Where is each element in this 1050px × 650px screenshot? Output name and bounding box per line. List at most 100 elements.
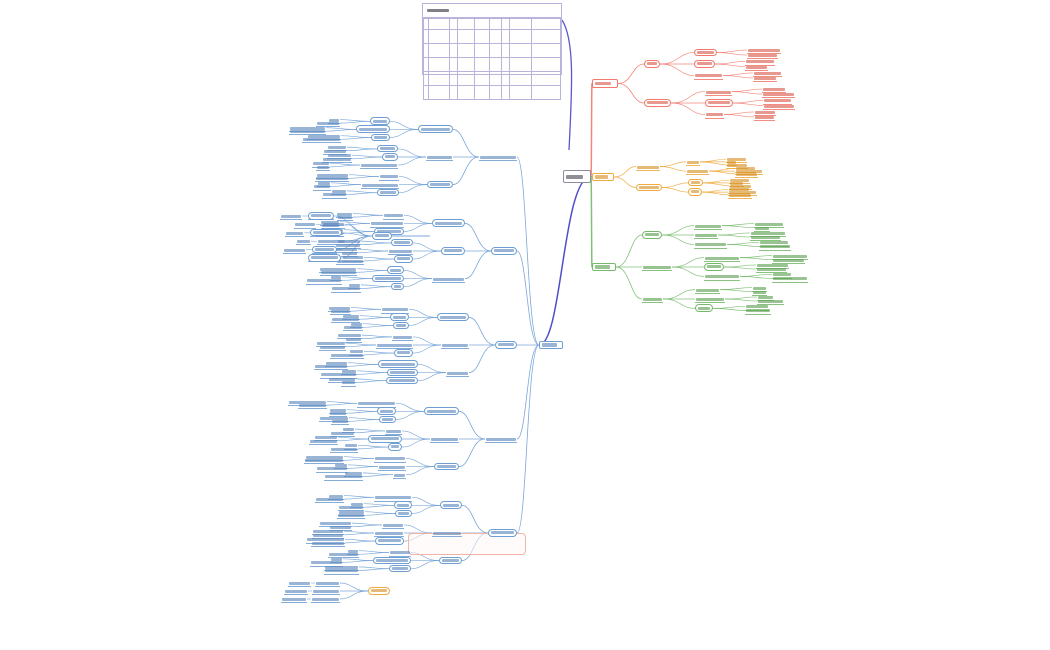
mindmap-node[interactable] (308, 212, 335, 220)
mindmap-node[interactable] (382, 153, 398, 161)
mindmap-node[interactable] (317, 237, 346, 244)
mindmap-node[interactable] (341, 249, 358, 256)
mindmap-node[interactable] (342, 425, 355, 432)
mindmap-node[interactable] (387, 368, 418, 377)
mindmap-node[interactable] (330, 429, 355, 436)
mindmap-node[interactable] (686, 158, 700, 165)
mindmap-node[interactable] (306, 276, 342, 283)
mindmap-node[interactable] (644, 99, 671, 107)
mindmap-node[interactable] (330, 445, 358, 452)
mindmap-node[interactable] (378, 360, 418, 368)
mindmap-node[interactable] (289, 127, 326, 134)
mindmap-node[interactable] (284, 587, 308, 594)
mindmap-node[interactable] (745, 302, 769, 309)
mindmap-node[interactable] (772, 256, 805, 263)
mindmap-node[interactable] (754, 220, 784, 227)
mindmap-node[interactable] (379, 172, 399, 179)
mindmap-node[interactable] (377, 188, 399, 197)
mindmap-node[interactable] (385, 427, 402, 434)
mindmap-node[interactable] (322, 155, 352, 162)
mindmap-node[interactable] (281, 595, 307, 602)
mindmap-node[interactable] (331, 315, 360, 322)
mindmap-node[interactable] (371, 133, 390, 141)
mindmap-node[interactable] (329, 523, 352, 530)
mindmap-node[interactable] (330, 351, 364, 358)
mindmap-node[interactable] (762, 85, 786, 92)
mindmap-node[interactable] (686, 167, 709, 174)
mindmap-node[interactable] (324, 566, 359, 573)
mindmap-node[interactable] (642, 295, 663, 302)
mindmap-node[interactable] (312, 531, 344, 538)
mindmap-node[interactable] (726, 155, 747, 162)
mindmap-node[interactable] (329, 409, 347, 416)
branch-green[interactable] (592, 263, 616, 271)
mindmap-node[interactable] (343, 323, 363, 330)
mindmap-node[interactable] (392, 333, 413, 340)
mindmap-node[interactable] (441, 341, 469, 348)
mindmap-node[interactable] (382, 521, 404, 528)
mindmap-node[interactable] (728, 188, 757, 195)
mindmap-node[interactable] (324, 563, 359, 570)
mindmap-node[interactable] (350, 320, 363, 327)
mindmap-node[interactable] (328, 550, 359, 557)
mindmap-node[interactable] (735, 164, 756, 171)
mindmap-node[interactable] (330, 273, 342, 280)
mindmap-node[interactable] (315, 495, 344, 502)
mindmap-node[interactable] (753, 74, 777, 81)
mindmap-node[interactable] (338, 508, 365, 515)
mindmap-node[interactable] (695, 286, 720, 293)
mindmap-node[interactable] (370, 117, 390, 125)
mindmap-node[interactable] (495, 341, 517, 349)
mindmap-node[interactable] (330, 307, 351, 314)
mindmap-node[interactable] (319, 519, 352, 526)
mindmap-node[interactable] (694, 48, 717, 57)
mindmap-node[interactable] (318, 245, 358, 252)
mindmap-node[interactable] (432, 275, 465, 282)
mindmap-node[interactable] (688, 178, 703, 187)
mindmap-node[interactable] (316, 339, 346, 346)
mindmap-node[interactable] (705, 99, 733, 107)
mindmap-node[interactable] (695, 295, 725, 302)
mindmap-node[interactable] (694, 240, 727, 247)
mindmap-node[interactable] (316, 464, 348, 471)
mindmap-node[interactable] (296, 237, 311, 244)
mindmap-node[interactable] (350, 500, 364, 507)
mindmap-node[interactable] (328, 304, 351, 311)
mindmap-node[interactable] (432, 219, 465, 227)
mindmap-node[interactable] (319, 414, 349, 421)
mindmap-node[interactable] (432, 529, 462, 536)
mindmap-node[interactable] (389, 548, 411, 555)
mindmap-node[interactable] (388, 247, 413, 254)
mindmap-node[interactable] (327, 143, 347, 150)
mindmap-node[interactable] (705, 88, 732, 95)
mindmap-node[interactable] (424, 407, 459, 415)
mindmap-node[interactable] (728, 191, 752, 198)
mindmap-node[interactable] (289, 124, 326, 131)
mindmap-node[interactable] (745, 63, 768, 70)
mindmap-node[interactable] (337, 511, 365, 518)
mindmap-node[interactable] (763, 102, 795, 109)
branch-red[interactable] (592, 79, 618, 88)
mindmap-node[interactable] (330, 555, 343, 562)
mindmap-node[interactable] (705, 110, 724, 117)
mindmap-node[interactable] (426, 153, 453, 160)
mindmap-node[interactable] (377, 144, 398, 153)
mindmap-node[interactable] (311, 245, 337, 254)
mindmap-node[interactable] (373, 556, 411, 565)
mindmap-node[interactable] (337, 331, 362, 338)
mindmap-node[interactable] (341, 367, 357, 374)
mindmap-node[interactable] (394, 349, 413, 357)
mindmap-node[interactable] (283, 246, 306, 253)
mindmap-node[interactable] (337, 237, 361, 244)
mindmap-node[interactable] (368, 587, 390, 595)
mindmap-node[interactable] (390, 313, 409, 321)
mindmap-node[interactable] (349, 347, 364, 354)
mindmap-node[interactable] (389, 564, 411, 573)
mindmap-node[interactable] (344, 441, 358, 448)
mindmap-node[interactable] (479, 153, 517, 160)
mindmap-node[interactable] (328, 492, 344, 499)
mindmap-node[interactable] (337, 213, 353, 220)
mindmap-node[interactable] (288, 398, 327, 405)
mindmap-node[interactable] (386, 376, 418, 385)
mindmap-node[interactable] (327, 151, 352, 158)
